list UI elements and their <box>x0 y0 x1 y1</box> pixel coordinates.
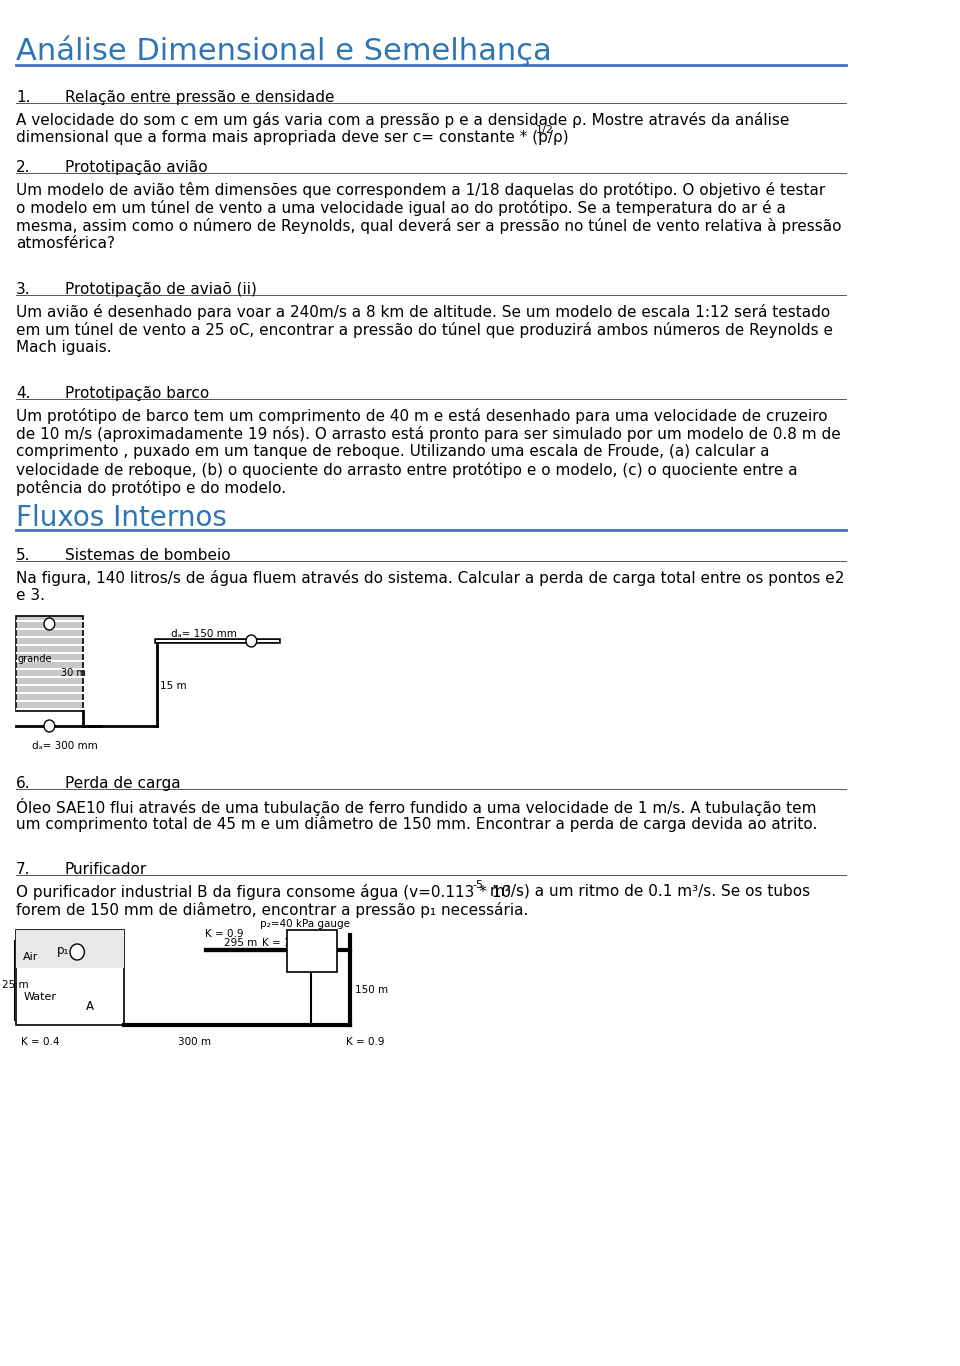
Text: O purificador industrial B da figura consome água (v=0.113 * 10: O purificador industrial B da figura con… <box>16 884 511 900</box>
Text: A: A <box>86 1000 94 1014</box>
Text: Prototipação avião: Prototipação avião <box>64 160 207 175</box>
Text: grande: grande <box>18 654 53 664</box>
Text: 1.: 1. <box>16 90 31 105</box>
Text: mesma, assim como o número de Reynolds, qual deverá ser a pressão no túnel de ve: mesma, assim como o número de Reynolds, … <box>16 219 842 234</box>
Text: Um avião é desenhado para voar a 240m/s a 8 km de altitude. Se um modelo de esca: Um avião é desenhado para voar a 240m/s … <box>16 305 830 320</box>
Text: 5.: 5. <box>16 548 31 563</box>
Text: Mach iguais.: Mach iguais. <box>16 340 111 355</box>
Text: m²/s) a um ritmo de 0.1 m³/s. Se os tubos: m²/s) a um ritmo de 0.1 m³/s. Se os tubo… <box>485 884 810 899</box>
Text: 6.: 6. <box>16 776 31 791</box>
Text: atmosférica?: atmosférica? <box>16 236 115 251</box>
Text: em um túnel de vento a 25 oC, encontrar a pressão do túnel que produzirá ambos n: em um túnel de vento a 25 oC, encontrar … <box>16 322 833 337</box>
Text: Perda de carga: Perda de carga <box>64 776 180 791</box>
Text: e 3.: e 3. <box>16 587 45 602</box>
Text: p₂=40 kPa gauge: p₂=40 kPa gauge <box>260 919 350 929</box>
Text: comprimento , puxado em um tanque de reboque. Utilizando uma escala de Froude, (: comprimento , puxado em um tanque de reb… <box>16 444 770 459</box>
Text: 4.: 4. <box>16 387 31 402</box>
Text: Sistemas de bombeio: Sistemas de bombeio <box>64 548 230 563</box>
Text: dₐ= 300 mm: dₐ= 300 mm <box>33 740 98 751</box>
Text: 30 m: 30 m <box>61 668 85 678</box>
Text: 300 m: 300 m <box>178 1037 211 1046</box>
Text: Análise Dimensional e Semelhança: Análise Dimensional e Semelhança <box>16 36 552 66</box>
Text: -5: -5 <box>472 880 483 891</box>
Text: Water: Water <box>23 992 57 1003</box>
Circle shape <box>70 944 84 960</box>
Text: Relação entre pressão e densidade: Relação entre pressão e densidade <box>64 90 334 105</box>
Text: A velocidade do som c em um gás varia com a pressão p e a densidade ρ. Mostre at: A velocidade do som c em um gás varia co… <box>16 112 789 128</box>
Circle shape <box>246 635 256 647</box>
Text: 1/2: 1/2 <box>536 126 554 135</box>
Text: de 10 m/s (aproximadamente 19 nós). O arrasto está pronto para ser simulado por : de 10 m/s (aproximadamente 19 nós). O ar… <box>16 426 841 443</box>
Text: Fluxos Internos: Fluxos Internos <box>16 504 227 531</box>
Text: K = 0.9: K = 0.9 <box>204 929 243 938</box>
Text: K = 0.9: K = 0.9 <box>346 1037 384 1046</box>
Text: 3: 3 <box>247 635 252 645</box>
Bar <box>16 930 124 1024</box>
Text: 2.: 2. <box>16 160 31 175</box>
Text: 295 m: 295 m <box>225 938 257 948</box>
Text: Um protótipo de barco tem um comprimento de 40 m e está desenhado para uma veloc: Um protótipo de barco tem um comprimento… <box>16 408 828 423</box>
Text: dₐ= 150 mm: dₐ= 150 mm <box>171 628 236 639</box>
Text: Air: Air <box>23 952 38 962</box>
Text: 150 m: 150 m <box>354 985 388 994</box>
Text: 3.: 3. <box>16 281 31 296</box>
Text: K = 1: K = 1 <box>262 938 291 948</box>
Text: Prototipação de aviaõ (ii): Prototipação de aviaõ (ii) <box>64 281 256 296</box>
Bar <box>287 930 337 973</box>
Bar <box>16 616 84 710</box>
Text: Purificador: Purificador <box>64 862 147 877</box>
Text: 2: 2 <box>45 720 50 729</box>
Text: Um modelo de avião têm dimensões que correspondem a 1/18 daquelas do protótipo. : Um modelo de avião têm dimensões que cor… <box>16 182 826 198</box>
Text: 7.: 7. <box>16 862 31 877</box>
Text: K = 0.4: K = 0.4 <box>21 1037 60 1046</box>
Text: 15 m: 15 m <box>159 682 186 691</box>
Circle shape <box>44 617 55 630</box>
Text: 25 m: 25 m <box>2 979 29 990</box>
Text: dimensional que a forma mais apropriada deve ser c= constante * (p/ρ): dimensional que a forma mais apropriada … <box>16 130 568 145</box>
Circle shape <box>44 720 55 732</box>
Text: velocidade de reboque, (b) o quociente do arrasto entre protótipo e o modelo, (c: velocidade de reboque, (b) o quociente d… <box>16 462 798 478</box>
Bar <box>16 930 124 968</box>
Text: o modelo em um túnel de vento a uma velocidade igual ao do protótipo. Se a tempe: o modelo em um túnel de vento a uma velo… <box>16 199 786 216</box>
Text: 1: 1 <box>45 619 51 627</box>
Text: Prototipação barco: Prototipação barco <box>64 387 209 402</box>
Text: p₁: p₁ <box>57 944 69 958</box>
Text: Na figura, 140 litros/s de água fluem através do sistema. Calcular a perda de ca: Na figura, 140 litros/s de água fluem at… <box>16 570 845 586</box>
Text: potência do protótipo e do modelo.: potência do protótipo e do modelo. <box>16 479 286 496</box>
Text: B: B <box>305 952 314 964</box>
Text: Óleo SAE10 flui através de uma tubulação de ferro fundido a uma velocidade de 1 : Óleo SAE10 flui através de uma tubulação… <box>16 798 817 816</box>
Text: forem de 150 mm de diâmetro, encontrar a pressão p₁ necessária.: forem de 150 mm de diâmetro, encontrar a… <box>16 902 529 918</box>
Text: um comprimento total de 45 m e um diâmetro de 150 mm. Encontrar a perda de carga: um comprimento total de 45 m e um diâmet… <box>16 816 818 832</box>
